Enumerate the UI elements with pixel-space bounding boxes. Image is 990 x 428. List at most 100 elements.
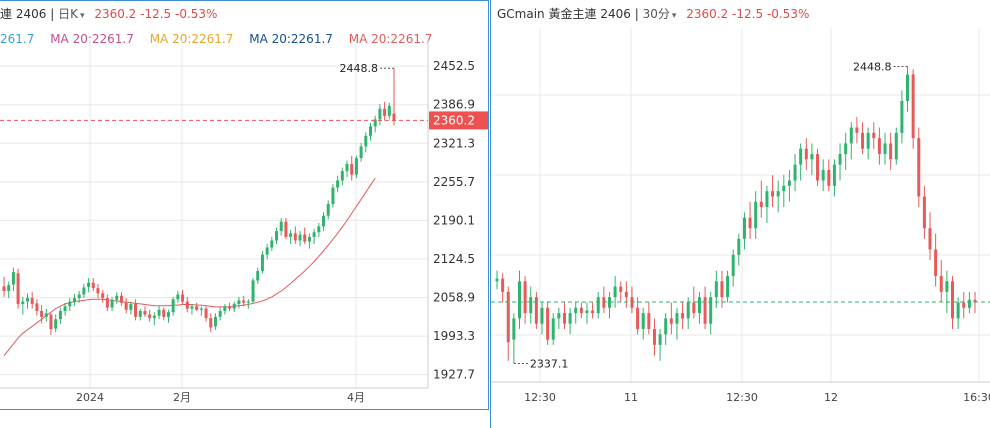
candle-body: [171, 299, 175, 313]
intraday-chart-panel[interactable]: GCmain 黃金主連 2406 | 30分 ▾ 2360.2 -12.5 -0.…: [490, 0, 990, 428]
y-tick-label: 2452.5: [433, 59, 475, 73]
left-contract-label: 2406: [15, 7, 47, 21]
candle-body: [359, 146, 363, 159]
timeframe-dropdown-icon[interactable]: ▾: [79, 11, 85, 21]
candle-body: [742, 217, 746, 239]
candle-body: [16, 273, 20, 304]
candle-body: [619, 286, 623, 292]
candle-body: [326, 204, 330, 216]
candle-body: [889, 143, 893, 160]
candle-body: [7, 285, 11, 292]
candle-body: [340, 171, 344, 181]
right-timeframe-selector[interactable]: 30分: [642, 7, 670, 21]
candle-body: [574, 307, 578, 314]
candle-body: [686, 302, 690, 319]
candle-body: [237, 300, 241, 304]
candle-body: [63, 306, 67, 311]
timeframe-dropdown-icon[interactable]: ▾: [671, 11, 677, 21]
candle-body: [87, 282, 91, 287]
candle-body: [849, 127, 853, 144]
candle-body: [25, 298, 29, 302]
candle-body: [911, 74, 915, 139]
candle-body: [748, 217, 752, 229]
daily-chart-focus-frame: [0, 0, 489, 410]
candle-body: [652, 328, 656, 345]
candle-body: [872, 132, 876, 139]
candle-body: [124, 302, 128, 310]
candle-body: [392, 113, 396, 121]
candle-body: [821, 169, 825, 181]
candle-body: [501, 278, 505, 292]
daily-chart-panel[interactable]: 連 2406 | 日K ▾ 2360.2 -12.5 -0.53% 261.7 M…: [0, 0, 490, 428]
candle-body: [345, 164, 349, 172]
candle-body: [495, 278, 499, 282]
candle-body: [138, 310, 142, 317]
candle-body: [956, 302, 960, 319]
candle-body: [185, 301, 189, 309]
candle-body: [737, 238, 741, 255]
candle-body: [624, 291, 628, 298]
candle-body: [373, 119, 377, 127]
candle-body: [596, 297, 600, 314]
candle-body: [928, 228, 932, 250]
candle-body: [317, 226, 321, 233]
candle-body: [11, 272, 15, 285]
right-chart-header: GCmain 黃金主連 2406 | 30分 ▾ 2360.2 -12.5 -0.…: [497, 4, 809, 24]
y-tick-label: 2190.1: [433, 213, 475, 227]
candle-body: [523, 281, 527, 314]
candle-body: [962, 302, 966, 308]
x-tick-label: 16:30: [963, 391, 990, 404]
candle-body: [900, 101, 904, 133]
candle-body: [731, 254, 735, 276]
x-tick-label: 12:30: [524, 391, 556, 404]
candle-body: [804, 148, 808, 160]
candle-body: [21, 301, 25, 304]
candle-body: [810, 154, 814, 160]
intraday-candlestick-chart[interactable]: 2448.8 2337.1 12:30 11 12:30 12 16:30: [491, 0, 990, 428]
candle-body: [709, 297, 713, 324]
candle-body: [945, 281, 949, 292]
candle-body: [866, 132, 870, 149]
candle-body: [692, 302, 696, 314]
candle-body: [951, 281, 955, 319]
candle-body: [636, 307, 640, 329]
x-tick-label: 12: [824, 391, 838, 404]
candle-body: [96, 288, 100, 294]
candle-body: [939, 275, 943, 292]
y-tick-label: 2058.9: [433, 291, 475, 305]
candle-body: [289, 233, 293, 237]
candle-body: [204, 308, 208, 319]
candle-body: [101, 293, 105, 299]
left-timeframe-selector[interactable]: 日K: [58, 7, 78, 21]
y-tick-label: 2321.3: [433, 136, 475, 150]
candle-body: [251, 280, 255, 302]
candle-body: [894, 132, 898, 160]
candle-body: [658, 334, 662, 345]
candle-body: [512, 318, 516, 340]
last-price-label: 2360.2: [433, 113, 475, 127]
candle-body: [387, 105, 391, 116]
candle-body: [336, 180, 340, 188]
candle-body: [143, 310, 147, 315]
candle-body: [787, 180, 791, 186]
candle-body: [129, 303, 133, 310]
candle-body: [58, 310, 62, 320]
low-marker-label: 2337.1: [530, 357, 569, 370]
candle-body: [354, 158, 358, 175]
candle-body: [322, 215, 326, 227]
candle-body: [579, 307, 583, 314]
right-name-label: 黃金主連: [548, 7, 597, 21]
candle-body: [917, 138, 921, 197]
candle-body: [223, 306, 227, 311]
x-tick-label: 4月: [347, 391, 365, 404]
candle-body: [279, 221, 283, 232]
y-tick-label: 1927.7: [433, 368, 475, 382]
candle-body: [148, 314, 152, 319]
candle-body: [110, 299, 114, 308]
daily-candlestick-chart[interactable]: 2360.2 2448.8 2452.5 2386.9 2321.3 2255.7 219…: [0, 0, 490, 428]
candle-body: [816, 154, 820, 181]
candle-body: [967, 299, 971, 308]
candle-body: [759, 201, 763, 208]
candle-body: [246, 301, 250, 303]
candle-body: [166, 312, 170, 317]
